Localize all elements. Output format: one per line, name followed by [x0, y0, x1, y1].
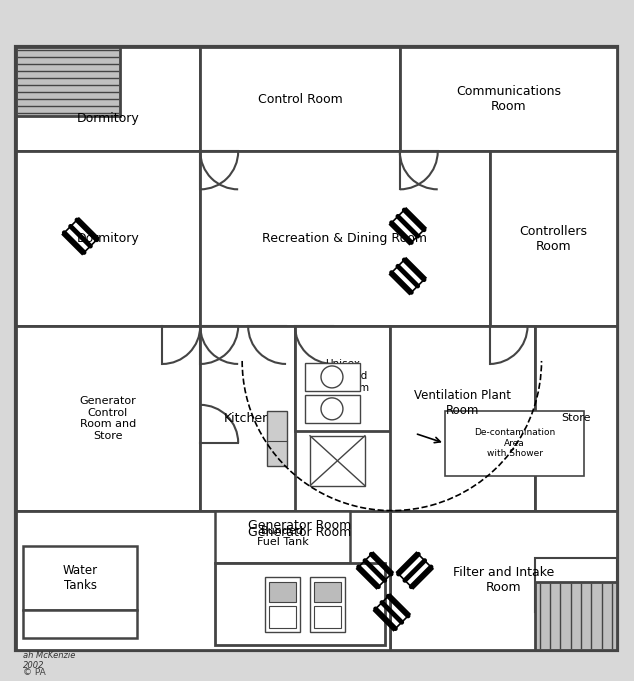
Text: Recreation & Dining Room: Recreation & Dining Room: [262, 232, 427, 245]
Text: Generator Room: Generator Room: [249, 519, 352, 532]
Bar: [18, 50, 614, 648]
Bar: [390, 511, 618, 650]
Bar: [23, 610, 138, 638]
Text: De-contamination
Area
with Shower: De-contamination Area with Shower: [474, 428, 555, 458]
Bar: [489, 151, 618, 326]
Bar: [534, 582, 618, 650]
Bar: [16, 326, 200, 511]
Text: Generator Room: Generator Room: [249, 526, 352, 539]
Bar: [23, 545, 138, 610]
Bar: [310, 436, 365, 486]
Text: Dormitory: Dormitory: [77, 112, 139, 125]
Text: Kitchen: Kitchen: [224, 412, 271, 425]
Text: ah McKenzie
2002: ah McKenzie 2002: [23, 650, 75, 670]
Text: Communications
Room: Communications Room: [456, 85, 561, 113]
Bar: [16, 151, 200, 326]
Bar: [269, 582, 296, 603]
Text: Bunded
Fuel Tank: Bunded Fuel Tank: [257, 526, 309, 548]
Bar: [16, 46, 120, 116]
Text: Water
Tanks: Water Tanks: [63, 564, 98, 592]
Bar: [534, 558, 618, 612]
Bar: [215, 563, 385, 646]
Text: Dormitory: Dormitory: [77, 232, 139, 245]
Text: Control Room: Control Room: [257, 93, 342, 106]
Bar: [265, 577, 300, 633]
Bar: [314, 582, 341, 603]
Bar: [400, 46, 618, 151]
Bar: [200, 46, 400, 151]
Text: Controllers
Room: Controllers Room: [519, 225, 588, 253]
Bar: [269, 606, 296, 629]
Bar: [390, 326, 534, 511]
Bar: [314, 606, 341, 629]
Bar: [16, 46, 200, 151]
Text: Generator
Control
Room and
Store: Generator Control Room and Store: [80, 396, 136, 441]
Bar: [444, 411, 585, 476]
Bar: [16, 46, 618, 650]
Bar: [305, 395, 360, 423]
Text: © PA: © PA: [23, 668, 46, 677]
Text: Ventilation Plant
Room: Ventilation Plant Room: [413, 390, 510, 417]
Bar: [267, 411, 287, 466]
Bar: [305, 363, 360, 391]
Bar: [200, 326, 295, 511]
Bar: [215, 511, 350, 563]
Bar: [534, 326, 618, 511]
Bar: [310, 577, 345, 633]
Bar: [16, 511, 390, 650]
Bar: [200, 151, 489, 326]
Text: Unisex
Toilet and
Washroom: Unisex Toilet and Washroom: [315, 360, 370, 392]
Text: Store: Store: [561, 413, 591, 424]
Bar: [295, 326, 390, 431]
Text: Filter and Intake
Room: Filter and Intake Room: [453, 567, 554, 595]
